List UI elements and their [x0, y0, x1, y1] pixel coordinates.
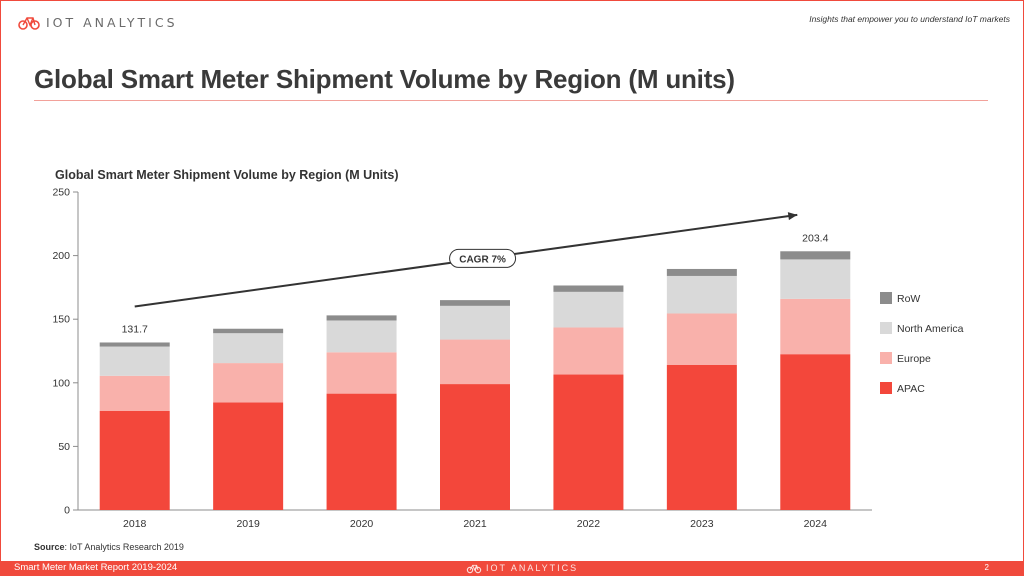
- bar-segment-europe: [666, 313, 737, 365]
- bar-segment-row: [666, 268, 737, 276]
- bar-segment-north-america: [666, 275, 737, 314]
- legend-label: RoW: [897, 293, 920, 305]
- y-tick-label: 50: [58, 441, 70, 453]
- cagr-label: CAGR 7%: [459, 254, 506, 265]
- x-tick-label: 2024: [804, 518, 828, 530]
- legend-label: North America: [897, 323, 964, 335]
- bar-segment-apac: [213, 402, 284, 510]
- bicycle-icon: [18, 17, 40, 30]
- logo-text: IOT ANALYTICS: [46, 14, 178, 30]
- legend-swatch-apac: [880, 382, 892, 394]
- legend-swatch-europe: [880, 352, 892, 364]
- bar-segment-europe: [780, 298, 851, 355]
- page-title: Global Smart Meter Shipment Volume by Re…: [34, 64, 735, 94]
- legend-swatch-north-america: [880, 322, 892, 334]
- bar-segment-europe: [213, 363, 284, 403]
- x-tick-label: 2019: [236, 518, 260, 530]
- source-note: Source: IoT Analytics Research 2019: [34, 542, 184, 552]
- bar-segment-apac: [99, 410, 170, 510]
- x-tick-label: 2021: [463, 518, 487, 530]
- y-tick-label: 150: [52, 314, 70, 326]
- x-tick-label: 2020: [350, 518, 374, 530]
- bar-segment-row: [780, 251, 851, 260]
- y-tick-label: 250: [52, 187, 70, 199]
- total-label: 203.4: [802, 232, 828, 244]
- bar-segment-apac: [780, 354, 851, 510]
- bar-segment-row: [99, 342, 170, 347]
- bar-segment-north-america: [99, 346, 170, 376]
- footer-report-name: Smart Meter Market Report 2019-2024: [14, 562, 178, 573]
- cagr-arrow-head: [787, 212, 798, 221]
- bar-segment-north-america: [780, 259, 851, 299]
- bar-segment-north-america: [326, 320, 397, 353]
- legend-swatch-row: [880, 292, 892, 304]
- bar-segment-row: [553, 285, 624, 292]
- legend-label: Europe: [897, 353, 931, 365]
- bar-segment-apac: [553, 374, 624, 510]
- page-number: 2: [984, 563, 989, 572]
- bar-segment-row: [213, 328, 284, 334]
- bar-segment-north-america: [553, 291, 624, 328]
- bar-segment-row: [326, 315, 397, 321]
- total-label: 131.7: [122, 323, 148, 335]
- y-tick-label: 0: [64, 505, 70, 517]
- iot-analytics-logo: IOT ANALYTICS: [18, 13, 178, 31]
- bar-segment-apac: [440, 384, 510, 510]
- footer-logo: IOT ANALYTICS: [466, 562, 578, 574]
- bar-segment-north-america: [440, 305, 510, 340]
- title-divider: [34, 100, 988, 101]
- bar-segment-europe: [440, 339, 510, 385]
- bar-segment-row: [440, 300, 510, 306]
- cagr-label-box: [449, 248, 517, 268]
- bar-segment-europe: [553, 327, 624, 375]
- legend-label: APAC: [897, 383, 925, 395]
- x-tick-label: 2022: [577, 518, 601, 530]
- footer-bar: Smart Meter Market Report 2019-2024 IOT …: [0, 561, 1024, 576]
- y-tick-label: 200: [52, 250, 70, 262]
- bar-segment-north-america: [213, 333, 284, 364]
- bar-segment-europe: [326, 352, 397, 394]
- source-label: Source: [34, 542, 65, 552]
- bar-segment-apac: [326, 393, 397, 510]
- x-tick-label: 2023: [690, 518, 714, 530]
- tagline: Insights that empower you to understand …: [809, 14, 1010, 24]
- footer-bicycle-icon: [466, 564, 482, 574]
- source-text: : IoT Analytics Research 2019: [64, 542, 184, 552]
- chart-title: Global Smart Meter Shipment Volume by Re…: [55, 168, 399, 182]
- x-tick-label: 2018: [123, 518, 147, 530]
- bar-segment-europe: [99, 375, 170, 411]
- y-tick-label: 100: [52, 377, 70, 389]
- footer-logo-text: IOT ANALYTICS: [486, 563, 579, 573]
- bar-segment-apac: [666, 364, 737, 510]
